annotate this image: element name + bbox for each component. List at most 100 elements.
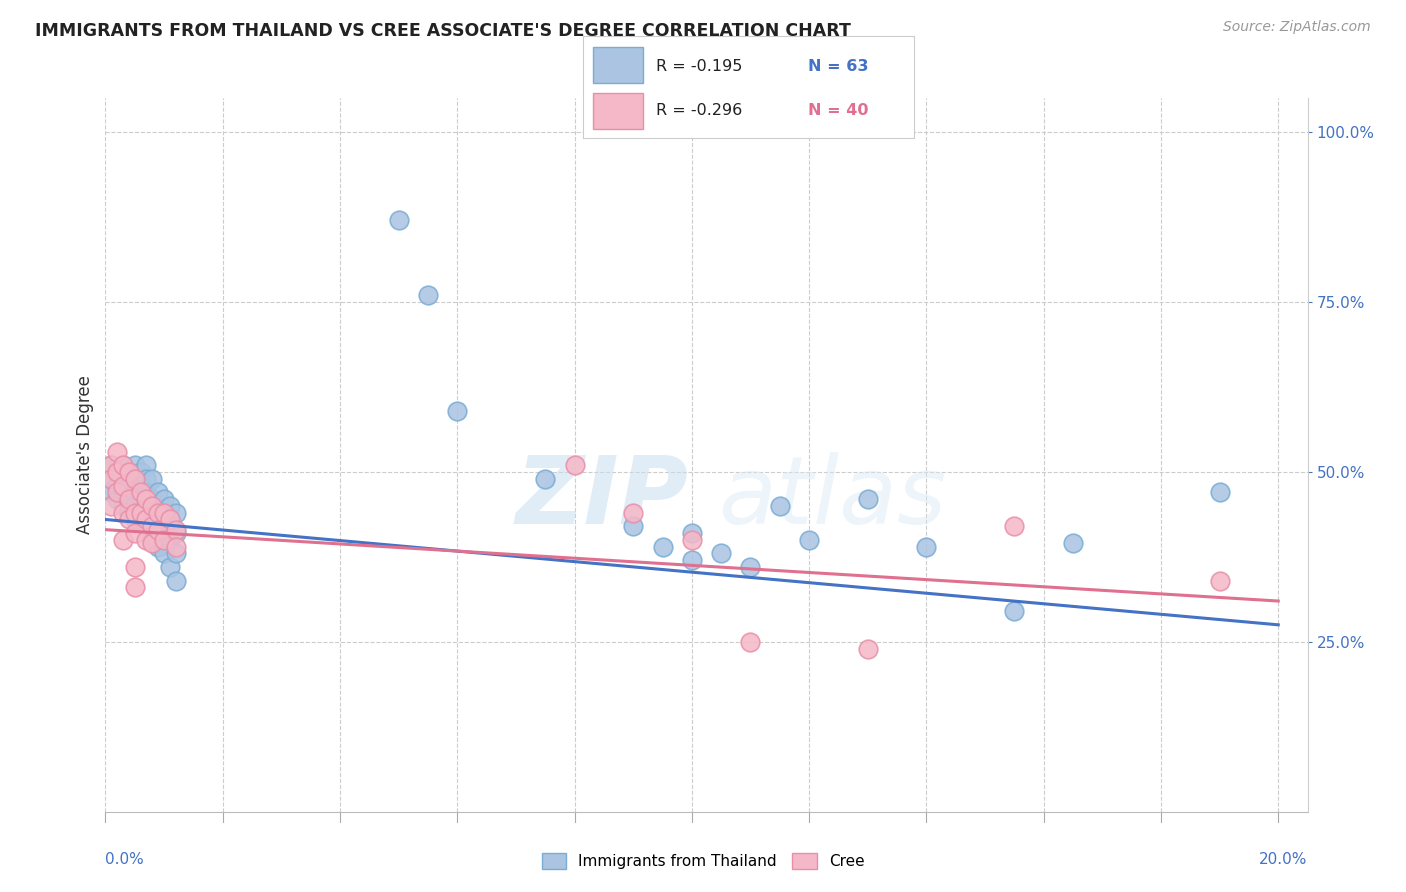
Point xyxy=(105,465,128,479)
Point xyxy=(797,533,820,547)
Point xyxy=(165,540,187,554)
Point xyxy=(159,512,181,526)
Point xyxy=(141,519,163,533)
FancyBboxPatch shape xyxy=(593,47,643,83)
Point xyxy=(446,403,468,417)
Point xyxy=(153,492,176,507)
Point xyxy=(159,499,181,513)
Point xyxy=(112,499,135,513)
Point xyxy=(105,485,128,500)
Point xyxy=(148,506,170,520)
Point xyxy=(124,472,146,486)
Point xyxy=(165,526,187,541)
Point xyxy=(135,492,157,507)
Point xyxy=(141,536,163,550)
Point xyxy=(135,512,157,526)
Point xyxy=(165,506,187,520)
Point xyxy=(153,533,176,547)
Point xyxy=(740,635,762,649)
Point xyxy=(148,519,170,533)
Point xyxy=(124,526,146,541)
Point xyxy=(159,560,181,574)
Point xyxy=(681,526,703,541)
Point xyxy=(105,492,128,507)
Point xyxy=(135,472,157,486)
Text: R = -0.296: R = -0.296 xyxy=(657,103,742,118)
Point xyxy=(148,540,170,554)
Point xyxy=(159,512,181,526)
Point xyxy=(1208,574,1230,588)
Point xyxy=(124,512,146,526)
Point xyxy=(112,458,135,472)
Point xyxy=(141,533,163,547)
Point xyxy=(148,523,170,537)
Legend: Immigrants from Thailand, Cree: Immigrants from Thailand, Cree xyxy=(536,847,870,875)
Point xyxy=(148,485,170,500)
Point xyxy=(129,492,152,507)
Point xyxy=(141,499,163,513)
Point xyxy=(165,523,187,537)
Point xyxy=(740,560,762,574)
Point xyxy=(100,499,122,513)
Point xyxy=(135,533,157,547)
Point xyxy=(141,472,163,486)
Point xyxy=(153,506,176,520)
Point xyxy=(165,546,187,560)
Point xyxy=(1208,485,1230,500)
Point xyxy=(124,560,146,574)
Point xyxy=(118,492,141,507)
Point xyxy=(564,458,586,472)
Point xyxy=(100,472,122,486)
Point xyxy=(681,553,703,567)
FancyBboxPatch shape xyxy=(593,93,643,129)
Text: atlas: atlas xyxy=(718,452,946,543)
Point xyxy=(112,478,135,492)
Point xyxy=(135,499,157,513)
Point xyxy=(153,546,176,560)
Point xyxy=(129,506,152,520)
Point xyxy=(388,213,411,227)
Point xyxy=(100,458,122,472)
Point xyxy=(148,506,170,520)
Point xyxy=(153,506,176,520)
Point xyxy=(100,472,122,486)
Point xyxy=(915,540,938,554)
Point xyxy=(621,506,644,520)
Point xyxy=(1002,604,1025,618)
Point xyxy=(141,506,163,520)
Point xyxy=(129,506,152,520)
Point xyxy=(124,458,146,472)
Point xyxy=(105,444,128,458)
Point xyxy=(135,485,157,500)
Point xyxy=(124,506,146,520)
Point xyxy=(769,499,792,513)
Point xyxy=(621,519,644,533)
Point xyxy=(710,546,733,560)
Point xyxy=(1062,536,1084,550)
Point xyxy=(124,499,146,513)
Point xyxy=(112,458,135,472)
Point xyxy=(112,533,135,547)
Point xyxy=(118,506,141,520)
Text: Source: ZipAtlas.com: Source: ZipAtlas.com xyxy=(1223,20,1371,34)
Point xyxy=(118,478,141,492)
Point xyxy=(124,485,146,500)
Point xyxy=(159,533,181,547)
Point xyxy=(105,478,128,492)
Text: 0.0%: 0.0% xyxy=(105,852,145,867)
Point xyxy=(100,458,122,472)
Text: IMMIGRANTS FROM THAILAND VS CREE ASSOCIATE'S DEGREE CORRELATION CHART: IMMIGRANTS FROM THAILAND VS CREE ASSOCIA… xyxy=(35,22,851,40)
Point xyxy=(129,478,152,492)
Point xyxy=(112,485,135,500)
Point xyxy=(118,512,141,526)
Text: N = 63: N = 63 xyxy=(808,59,869,74)
Point xyxy=(105,465,128,479)
Point xyxy=(651,540,673,554)
Text: N = 40: N = 40 xyxy=(808,103,869,118)
Point xyxy=(856,641,879,656)
Point xyxy=(856,492,879,507)
Point xyxy=(118,465,141,479)
Point xyxy=(165,574,187,588)
Point xyxy=(416,288,439,302)
Point xyxy=(534,472,557,486)
